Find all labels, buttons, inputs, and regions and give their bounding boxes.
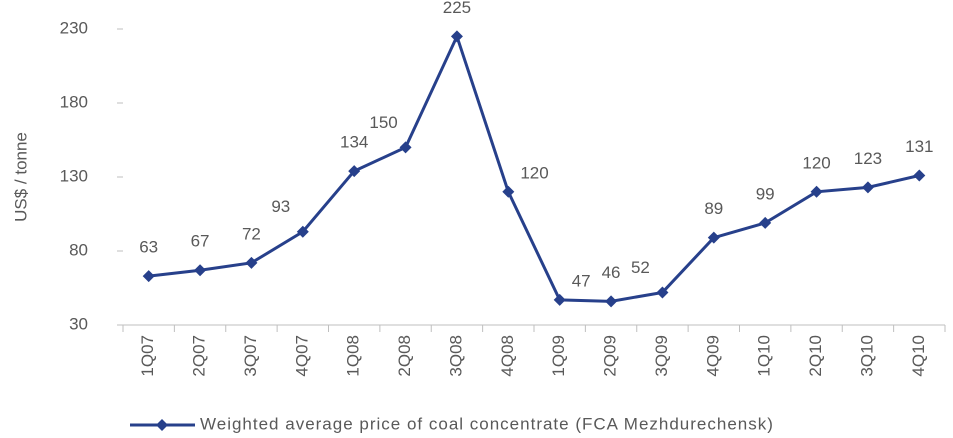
marker: [605, 295, 618, 308]
data-label: 67: [191, 232, 210, 251]
line: [148, 32, 920, 303]
x-tick-label: 3Q07: [241, 335, 260, 377]
x-tick-label: 1Q09: [549, 335, 568, 377]
x-tick-label: 3Q09: [652, 335, 671, 377]
x-tick-label: 2Q08: [395, 335, 414, 377]
marker: [553, 293, 566, 306]
marker: [399, 141, 412, 154]
marker: [142, 270, 155, 283]
marker: [810, 185, 823, 198]
data-label: 93: [271, 197, 290, 216]
x-tick-label: 4Q09: [703, 335, 722, 377]
marker: [450, 30, 463, 43]
data-label: 120: [802, 153, 830, 172]
marker: [194, 264, 207, 277]
marker: [245, 256, 258, 269]
y-tick-label: 30: [69, 314, 88, 333]
y-tick-label: 80: [69, 240, 88, 259]
legend-marker: [156, 419, 168, 431]
marker: [861, 181, 874, 194]
marker: [759, 216, 772, 229]
data-label: 99: [756, 184, 775, 203]
y-tick-label: 180: [60, 92, 88, 111]
y-tick-label: 130: [60, 166, 88, 185]
data-label: 225: [443, 0, 471, 17]
x-tick-label: 2Q07: [190, 335, 209, 377]
x-tick-label: 3Q08: [446, 335, 465, 377]
marker: [913, 169, 926, 182]
data-label: 150: [369, 113, 397, 132]
data-label: 131: [905, 137, 933, 156]
data-label: 63: [139, 238, 158, 257]
x-tick-label: 1Q07: [138, 335, 157, 377]
x-tick-label: 1Q08: [344, 335, 363, 377]
x-tick-label: 4Q10: [909, 335, 928, 377]
x-tick-label: 1Q10: [755, 335, 774, 377]
y-tick-label: 230: [60, 18, 88, 37]
x-tick-label: 2Q09: [601, 335, 620, 377]
data-label: 134: [340, 133, 368, 152]
y-axis-title: US$ / tonne: [11, 132, 30, 222]
data-label: 72: [242, 224, 261, 243]
data-label: 47: [572, 271, 591, 290]
data-label: 89: [704, 199, 723, 218]
x-tick-label: 4Q07: [292, 335, 311, 377]
data-label: 52: [631, 258, 650, 277]
x-tick-label: 4Q08: [498, 335, 517, 377]
marker: [707, 231, 720, 244]
legend-label: Weighted average price of coal concentra…: [200, 414, 774, 433]
marker: [296, 225, 309, 238]
x-tick-label: 3Q10: [857, 335, 876, 377]
x-tick-label: 2Q10: [806, 335, 825, 377]
data-label: 120: [520, 163, 548, 182]
data-label: 46: [602, 263, 621, 282]
marker: [502, 185, 515, 198]
data-label: 123: [854, 149, 882, 168]
marker: [348, 165, 361, 178]
marker: [656, 286, 669, 299]
